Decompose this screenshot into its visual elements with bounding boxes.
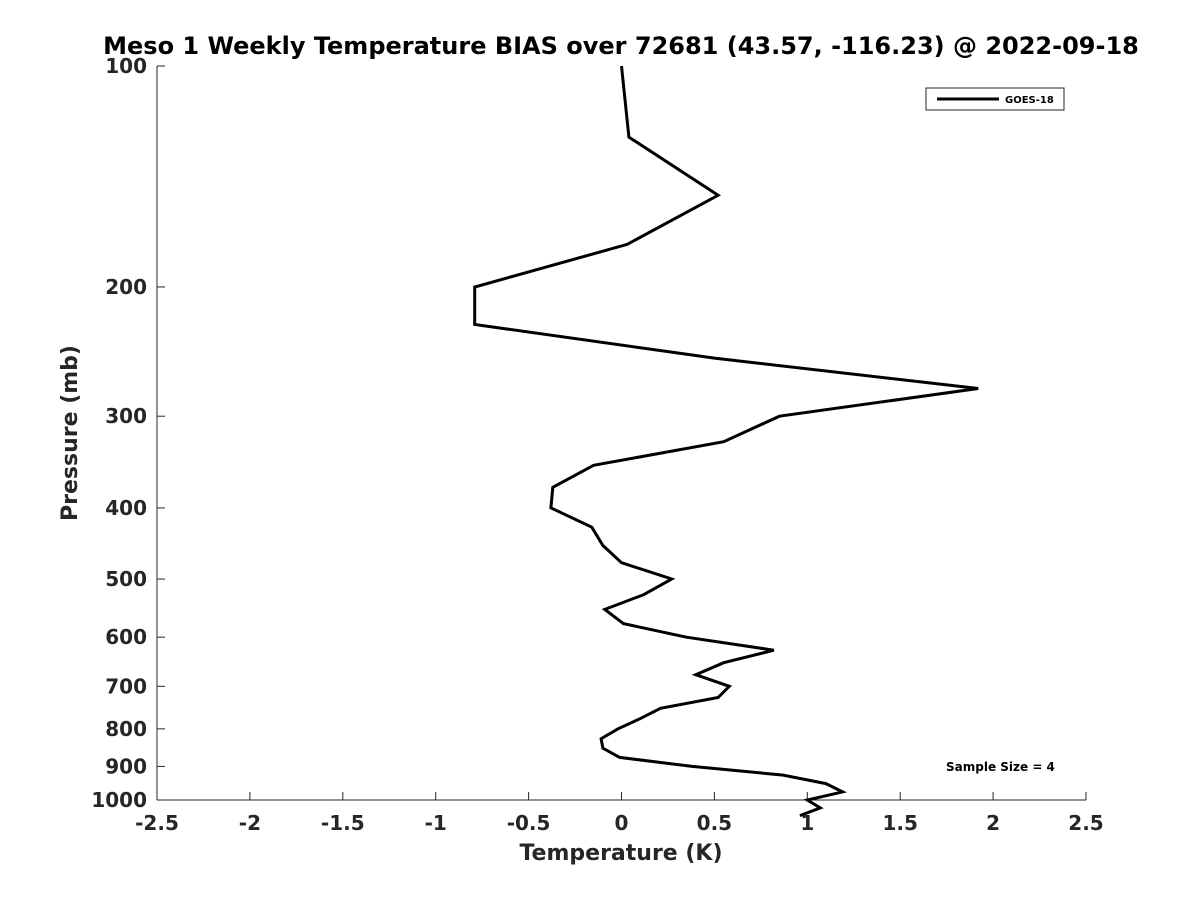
x-tick-label: -2 — [239, 811, 261, 835]
y-tick-label: 700 — [105, 674, 147, 698]
sample-size-note: Sample Size = 4 — [946, 760, 1055, 774]
x-tick-label: 1 — [800, 811, 814, 835]
y-tick-label: 600 — [105, 625, 147, 649]
legend: GOES-18 — [925, 87, 1065, 111]
x-tick-label: -0.5 — [507, 811, 551, 835]
x-tick-label: -2.5 — [135, 811, 179, 835]
x-tick-label: 0.5 — [697, 811, 732, 835]
y-tick-label: 1000 — [91, 788, 147, 812]
y-ticks: 100 200 300 400 500 600 700 800 900 1000 — [91, 54, 165, 812]
x-tick-label: 1.5 — [882, 811, 917, 835]
y-tick-label: 500 — [105, 567, 147, 591]
y-tick-label: 200 — [105, 275, 147, 299]
x-ticks: -2.5 -2 -1.5 -1 -0.5 0 0.5 1 1.5 2 2.5 — [135, 792, 1104, 835]
y-tick-label: 300 — [105, 404, 147, 428]
y-tick-label: 400 — [105, 496, 147, 520]
y-tick-label: 900 — [105, 754, 147, 778]
x-tick-label: 2 — [986, 811, 1000, 835]
chart-title: Meso 1 Weekly Temperature BIAS over 7268… — [103, 32, 1139, 60]
y-axis-label: Pressure (mb) — [58, 345, 83, 521]
x-tick-label: -1 — [425, 811, 447, 835]
x-tick-label: 0 — [615, 811, 629, 835]
x-axis-label: Temperature (K) — [519, 841, 722, 866]
y-tick-label: 100 — [105, 54, 147, 78]
series-line-goes-18 — [473, 65, 979, 818]
legend-label-goes-18: GOES-18 — [1005, 95, 1054, 106]
x-tick-label: -1.5 — [321, 811, 365, 835]
x-tick-label: 2.5 — [1068, 811, 1103, 835]
series-group — [473, 65, 979, 818]
y-tick-label: 800 — [105, 717, 147, 741]
